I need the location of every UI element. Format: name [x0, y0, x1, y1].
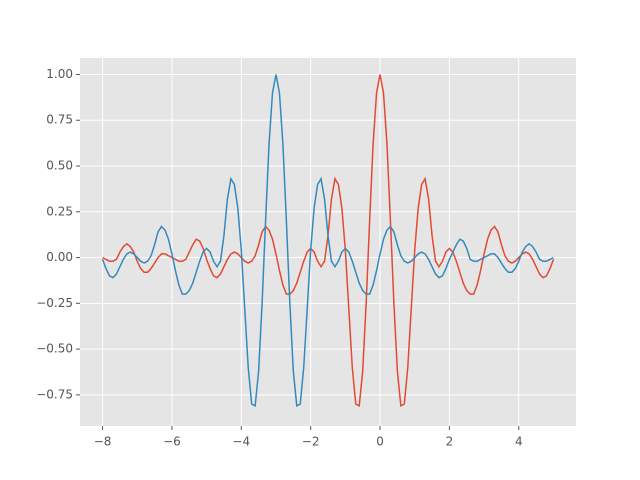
x-tick-label: −6 [163, 435, 181, 449]
y-tick-label: 0.75 [46, 113, 73, 127]
line-series [101, 74, 554, 408]
x-tick-label: 4 [515, 435, 523, 449]
y-tick-label: 0.00 [46, 250, 73, 264]
x-tick-label: 2 [446, 435, 454, 449]
y-tick-label: 0.25 [46, 204, 73, 218]
y-tick-label: −0.25 [36, 296, 73, 310]
y-tick-label: 0.50 [46, 159, 73, 173]
x-tick-label: 0 [376, 435, 384, 449]
y-tick-label: −0.50 [36, 342, 73, 356]
x-tick-label: −8 [94, 435, 112, 449]
y-tick-label: −0.75 [36, 387, 73, 401]
plot-area [80, 58, 576, 426]
y-tick-label: 1.00 [46, 67, 73, 81]
x-tick-label: −4 [232, 435, 250, 449]
x-tick-label: −2 [302, 435, 320, 449]
